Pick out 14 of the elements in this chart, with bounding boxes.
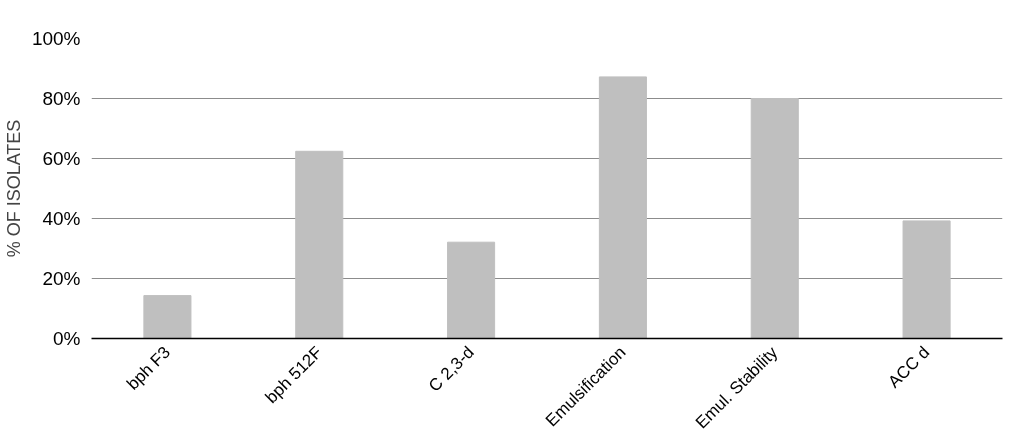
y-tick-label: 100% (31, 28, 81, 49)
bar (143, 295, 192, 339)
y-tick-label: 20% (42, 268, 81, 289)
bar (750, 98, 799, 339)
y-tick-label: 40% (42, 208, 81, 229)
bar (598, 76, 647, 339)
bar (447, 241, 496, 339)
x-tick-label: bph F3 (123, 342, 175, 394)
y-axis-title: % OF ISOLATES (3, 119, 24, 258)
bar (902, 220, 951, 339)
y-tick-label: 80% (42, 88, 81, 109)
y-tick-label: 60% (42, 148, 81, 169)
y-tick-label: 0% (53, 328, 81, 349)
bar (295, 150, 344, 339)
